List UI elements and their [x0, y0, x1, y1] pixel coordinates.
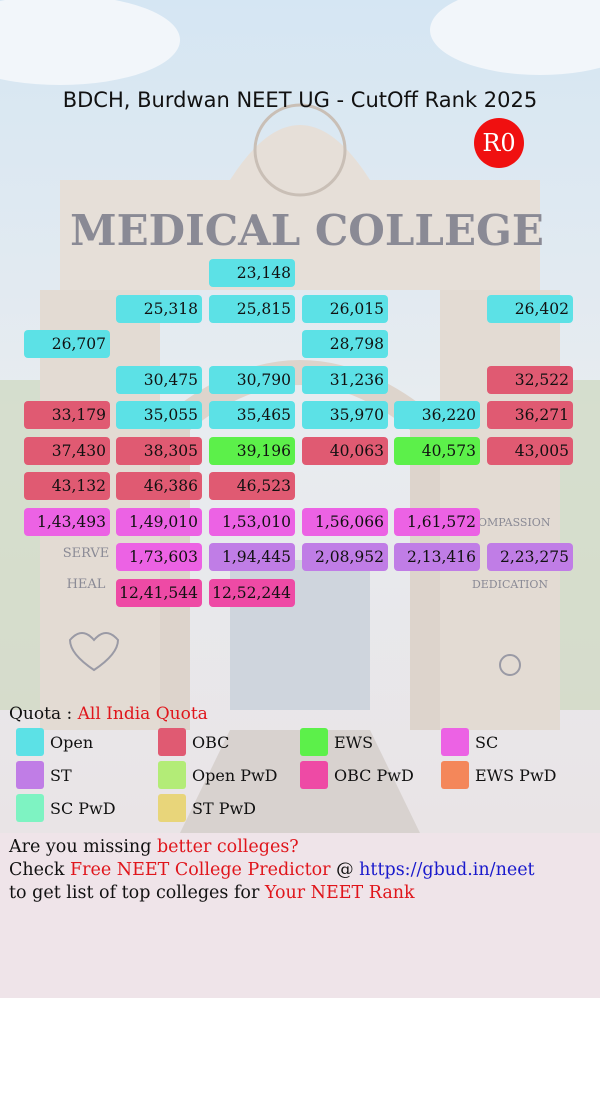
rank-cell: 32,522	[487, 365, 573, 394]
rank-cell: 26,402	[487, 294, 573, 323]
legend-item: EWS PwD	[441, 761, 556, 789]
rank-cell: 25,815	[209, 294, 295, 323]
rank-cell: 1,61,572	[394, 507, 480, 536]
rank-cell: 1,94,445	[209, 543, 295, 571]
legend-item: OBC PwD	[300, 761, 414, 789]
footer-segment: to get list of top colleges for	[9, 883, 265, 903]
legend-swatch	[300, 728, 328, 756]
legend-swatch	[158, 794, 186, 822]
footer-segment: Free NEET College Predictor	[70, 860, 331, 880]
pillar-text: HEAL	[67, 577, 106, 592]
legend-swatch	[16, 794, 44, 822]
legend-label: Open	[50, 732, 94, 752]
rank-cell: 1,49,010	[116, 507, 202, 536]
legend-swatch	[441, 728, 469, 756]
rank-cell: 46,523	[209, 472, 295, 500]
legend-swatch	[16, 728, 44, 756]
rank-cell: 26,015	[302, 294, 388, 323]
rank-cell: 46,386	[116, 472, 202, 500]
rank-cell: 26,707	[24, 330, 110, 358]
legend-label: ST PwD	[192, 798, 257, 818]
emblem	[253, 103, 347, 197]
footer-segment: better colleges?	[156, 837, 299, 857]
rank-cell: 37,430	[24, 436, 110, 465]
footer-line: Check Free NEET College Predictor @ http…	[9, 860, 535, 880]
legend-swatch	[16, 761, 44, 789]
legend-label: OBC PwD	[334, 765, 414, 785]
legend-item: SC	[441, 728, 498, 756]
footer-segment: Your NEET Rank	[264, 883, 415, 903]
legend-item: Open PwD	[158, 761, 278, 789]
rank-cell: 25,318	[116, 294, 202, 323]
footer-segment: Check	[9, 860, 70, 880]
rank-cell: 23,148	[209, 259, 295, 287]
footer-line: to get list of top colleges for Your NEE…	[9, 883, 415, 903]
rank-cell: 12,52,244	[209, 578, 295, 607]
quota-value: All India Quota	[77, 704, 208, 724]
heart-icon	[68, 632, 120, 672]
legend-label: Open PwD	[192, 765, 278, 785]
cloud	[0, 0, 180, 85]
pillar-text: DEDICATION	[472, 578, 548, 591]
rank-cell: 2,23,275	[487, 543, 573, 571]
rank-cell: 1,73,603	[116, 543, 202, 571]
legend-swatch	[158, 728, 186, 756]
rank-cell: 30,790	[209, 365, 295, 394]
legend-swatch	[441, 761, 469, 789]
rank-cell: 43,005	[487, 436, 573, 465]
footer-segment: @	[330, 860, 360, 880]
gate-top	[60, 180, 540, 290]
round-badge: R0	[474, 118, 524, 168]
rank-cell: 35,465	[209, 401, 295, 429]
rank-cell: 43,132	[24, 472, 110, 500]
pillar-text: SERVE	[63, 546, 110, 561]
rank-cell: 40,063	[302, 436, 388, 465]
gate-sign: MEDICAL COLLEGE	[70, 206, 544, 255]
rank-cell: 12,41,544	[116, 578, 202, 607]
footer	[0, 833, 600, 998]
legend-item: ST PwD	[158, 794, 256, 822]
rank-cell: 35,970	[302, 401, 388, 429]
legend-swatch	[300, 761, 328, 789]
legend-label: SC	[475, 732, 499, 752]
rank-cell: 35,055	[116, 401, 202, 429]
legend-label: EWS PwD	[475, 765, 557, 785]
legend-label: ST	[50, 765, 72, 785]
pillar-text: COMPASSION	[470, 516, 551, 529]
legend-label: OBC	[192, 732, 230, 752]
rank-cell: 28,798	[302, 330, 388, 358]
footer-line: Are you missing better colleges?	[9, 837, 299, 857]
title: BDCH, Burdwan NEET UG - CutOff Rank 2025	[62, 88, 538, 112]
stethoscope-icon	[499, 654, 521, 676]
rank-cell: 30,475	[116, 365, 202, 394]
legend-item: OBC	[158, 728, 229, 756]
rank-cell: 2,08,952	[302, 543, 388, 571]
rank-cell: 36,220	[394, 401, 480, 429]
rank-cell: 1,56,066	[302, 507, 388, 536]
rank-cell: 38,305	[116, 436, 202, 465]
legend-label: SC PwD	[50, 798, 116, 818]
rank-cell: 39,196	[209, 436, 295, 465]
legend-swatch	[158, 761, 186, 789]
rank-cell: 36,271	[487, 401, 573, 429]
cloud	[430, 0, 600, 75]
rank-cell: 40,573	[394, 436, 480, 465]
rank-cell: 31,236	[302, 365, 388, 394]
rank-cell: 1,43,493	[24, 507, 110, 536]
legend-item: ST	[16, 761, 72, 789]
footer-segment: https://gbud.in/neet	[359, 860, 535, 880]
legend-item: Open	[16, 728, 93, 756]
rank-cell: 1,53,010	[209, 507, 295, 536]
legend-item: EWS	[300, 728, 373, 756]
arch	[160, 360, 440, 730]
rank-cell: 2,13,416	[394, 543, 480, 571]
rank-cell: 33,179	[24, 401, 110, 429]
quota-label: Quota :	[9, 704, 78, 724]
gate-crest	[230, 125, 370, 180]
legend-label: EWS	[334, 732, 374, 752]
quota-line: Quota : All India Quota	[9, 704, 208, 724]
legend-item: SC PwD	[16, 794, 116, 822]
footer-segment: Are you missing	[9, 837, 157, 857]
